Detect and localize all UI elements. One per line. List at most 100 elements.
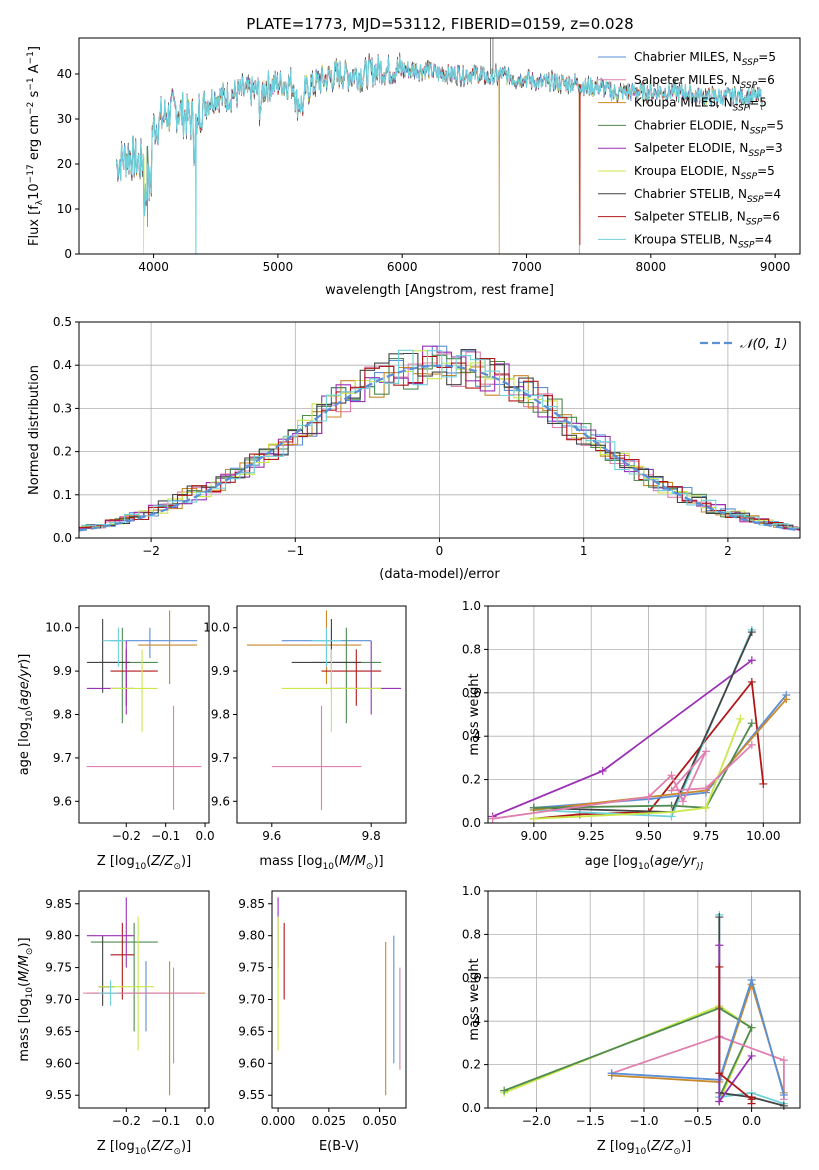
weight-marker [715, 1097, 724, 1106]
weight-marker [715, 941, 724, 950]
legend-label: 𝒩(0, 1) [740, 337, 787, 352]
x-tick-label: 4000 [138, 260, 169, 274]
legend-label: Chabrier MILES, NSSP=5 [634, 50, 776, 68]
weight-line [533, 698, 787, 811]
y-tick-label: 0.1 [53, 488, 72, 502]
x-tick-label: 5000 [263, 260, 294, 274]
plots-layer: 4000 5000 6000 7000 8000 9000010203040wavelen… [17, 37, 801, 1157]
x-axis-label: Z [log10(Z/Z⊙)] [97, 1139, 191, 1157]
weight-marker [747, 719, 756, 728]
weight-marker [607, 1069, 616, 1078]
x-tick-label: 1 [580, 544, 588, 558]
y-tick-label: 9.75 [238, 961, 265, 975]
weight-marker [667, 786, 676, 795]
weight-marker [747, 975, 756, 984]
y-axis-label: Flux [fλ10−17 erg cm−2 s−1 A−1] [26, 46, 45, 246]
weight-marker [529, 803, 538, 812]
x-tick-label: 0.000 [261, 1114, 295, 1128]
legend-label: Salpeter MILES, NSSP=6 [634, 73, 775, 91]
x-tick-label: 9.00 [521, 829, 548, 843]
x-tick-label: −0.1 [151, 829, 180, 843]
x-tick-label: −2 [142, 544, 160, 558]
weight-marker [598, 766, 607, 775]
hist-kroupa-elodie [81, 350, 800, 529]
y-tick-label: 9.55 [45, 1088, 72, 1102]
y-tick-label: 1.0 [462, 884, 481, 898]
y-tick-label: 9.7 [53, 751, 72, 765]
weight-marker [747, 656, 756, 665]
y-tick-label: 9.80 [238, 929, 265, 943]
x-tick-label: 0.025 [312, 1114, 346, 1128]
y-tick-label: 0 [64, 247, 72, 261]
weight-marker [667, 771, 676, 780]
weight-marker [779, 1056, 788, 1065]
y-tick-label: 0.6 [462, 686, 481, 700]
x-axis-label: age [log10(age/yr)] [585, 854, 704, 872]
y-tick-label: 0.2 [462, 773, 481, 787]
x-tick-label: 9.6 [262, 829, 281, 843]
y-tick-label: 9.65 [238, 1024, 265, 1038]
y-tick-label: 0.2 [53, 445, 72, 459]
age-vs-z-panel: −0.2 −0.1 0.0 9.6 9.7 9.8 9.9 10.0 Z [log10(Z/Z⊙… [17, 605, 215, 872]
weight-line [533, 718, 742, 820]
spectrum-lines [115, 38, 763, 254]
y-tick-label: 0.4 [462, 729, 481, 743]
y-tick-label: 9.60 [45, 1056, 72, 1070]
weight-marker [529, 814, 538, 823]
mass-vs-z-panel: −0.2 −0.1 0.0 9.55 9.60 9.65 9.70 9.75 9.80 9.85 Z… [17, 890, 215, 1157]
x-tick-label: 0.0 [196, 829, 215, 843]
x-axis-label: (data-model)/error [379, 567, 500, 582]
x-axis-label: E(B-V) [319, 1139, 359, 1154]
y-tick-label: 9.60 [238, 1056, 265, 1070]
legend-label: Chabrier STELIB, NSSP=4 [634, 187, 781, 205]
y-axis-label: mass [log10(M/M⊙)] [17, 937, 35, 1061]
weight-marker [715, 913, 724, 922]
x-axis-label: wavelength [Angstrom, rest frame] [325, 283, 554, 298]
x-tick-label: −0.2 [112, 1114, 141, 1128]
y-tick-label: 9.80 [45, 929, 72, 943]
x-tick-label: −1.0 [629, 1114, 658, 1128]
x-tick-label: 9.25 [578, 829, 605, 843]
x-tick-label: 9.50 [635, 829, 662, 843]
spectrum-line-kroupa-stelib [115, 55, 763, 254]
y-axis-label: mass weight [467, 673, 482, 755]
weight-marker [782, 695, 791, 704]
y-tick-label: 9.8 [53, 708, 72, 722]
y-tick-label: 9.75 [45, 961, 72, 975]
y-tick-label: 30 [57, 112, 72, 126]
x-tick-label: 0 [436, 544, 444, 558]
weight-marker [736, 714, 745, 723]
y-axis-label: mass weight [467, 958, 482, 1040]
gaussian-curve [79, 364, 800, 532]
axes-frame [78, 890, 210, 1109]
x-tick-label: −0.5 [683, 1114, 712, 1128]
y-tick-label: 0.8 [462, 642, 481, 656]
y-tick-label: 9.6 [211, 794, 230, 808]
y-tick-label: 9.9 [53, 664, 72, 678]
x-tick-label: 6000 [387, 260, 418, 274]
legend-label: Salpeter ELODIE, NSSP=3 [634, 141, 783, 159]
x-tick-label: 2 [724, 544, 732, 558]
hist-chabrier-stelib [79, 349, 800, 529]
y-tick-label: 0.4 [462, 1014, 481, 1028]
weight-marker [679, 797, 687, 806]
y-tick-label: 0.0 [53, 531, 72, 545]
weight-marker [701, 784, 710, 793]
x-axis-label: Z [log10(Z/Z⊙)] [597, 1139, 691, 1157]
hist-kroupa-stelib [81, 349, 800, 529]
y-tick-label: 9.9 [211, 664, 230, 678]
y-tick-label: 10 [57, 202, 72, 216]
y-tick-label: 9.85 [45, 897, 72, 911]
y-tick-label: 0.4 [53, 358, 72, 372]
x-tick-label: −0.1 [151, 1114, 180, 1128]
weight-marker [701, 803, 710, 812]
age-vs-mass-panel: 9.6 9.8 9.6 9.7 9.8 9.9 10.0 mass [log10(M/M⊙)] [203, 605, 407, 872]
y-axis-label: Normed distribution [27, 365, 42, 495]
y-tick-label: 0.0 [462, 816, 481, 830]
x-axis-label: mass [log10(M/M⊙)] [259, 854, 383, 872]
y-tick-label: 9.6 [53, 794, 72, 808]
y-tick-label: 40 [57, 67, 72, 81]
x-tick-label: 0.0 [742, 1114, 761, 1128]
y-tick-label: 20 [57, 157, 72, 171]
weight-marker [747, 1023, 756, 1032]
